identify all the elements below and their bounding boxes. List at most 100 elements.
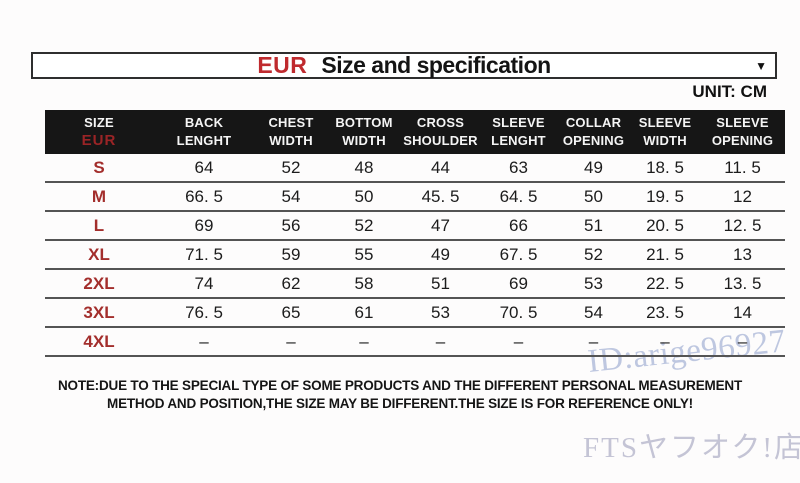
table-row: M 66. 5 54 50 45. 5 64. 5 50 19. 5 12 bbox=[45, 182, 785, 212]
size-header-region-label: EUR bbox=[81, 132, 117, 149]
value-cell: 23. 5 bbox=[630, 298, 700, 328]
value-cell: 56 bbox=[255, 211, 327, 241]
value-cell: 20. 5 bbox=[630, 211, 700, 241]
column-header: COLLAR OPENING bbox=[557, 110, 630, 154]
chevron-down-icon[interactable]: ▼ bbox=[755, 58, 767, 73]
size-table: SIZE EUR BACK LENGHT CHEST WIDTH BOTTOM WIDTH CR… bbox=[45, 110, 785, 357]
value-cell: – bbox=[401, 327, 480, 357]
column-header-line2: WIDTH bbox=[269, 133, 313, 148]
value-cell: 74 bbox=[153, 269, 255, 299]
value-cell: 13. 5 bbox=[700, 269, 785, 299]
value-cell: 52 bbox=[327, 211, 401, 241]
size-header-line: SIZE bbox=[84, 115, 114, 130]
column-header-line2: LENGHT bbox=[491, 133, 546, 148]
size-cell: S bbox=[45, 154, 153, 183]
value-cell: 76. 5 bbox=[153, 298, 255, 328]
size-table-container: SIZE EUR BACK LENGHT CHEST WIDTH BOTTOM WIDTH CR… bbox=[45, 110, 785, 357]
value-cell: 14 bbox=[700, 298, 785, 328]
value-cell: 55 bbox=[327, 240, 401, 270]
table-row: L 69 56 52 47 66 51 20. 5 12. 5 bbox=[45, 211, 785, 241]
value-cell: 70. 5 bbox=[480, 298, 557, 328]
size-cell: L bbox=[45, 211, 153, 241]
value-cell: 52 bbox=[557, 240, 630, 270]
value-cell: 67. 5 bbox=[480, 240, 557, 270]
value-cell: 54 bbox=[255, 182, 327, 212]
column-header: CROSS SHOULDER bbox=[401, 110, 480, 154]
table-row: S 64 52 48 44 63 49 18. 5 11. 5 bbox=[45, 154, 785, 183]
value-cell: 58 bbox=[327, 269, 401, 299]
column-header-line1: SLEEVE bbox=[492, 115, 545, 130]
value-cell: 49 bbox=[401, 240, 480, 270]
value-cell: 69 bbox=[153, 211, 255, 241]
value-cell: 66 bbox=[480, 211, 557, 241]
value-cell: 13 bbox=[700, 240, 785, 270]
value-cell: 50 bbox=[327, 182, 401, 212]
page-title: Size and specification bbox=[321, 52, 551, 78]
table-row: 2XL 74 62 58 51 69 53 22. 5 13. 5 bbox=[45, 269, 785, 299]
column-header: BOTTOM WIDTH bbox=[327, 110, 401, 154]
column-header-line2: LENGHT bbox=[176, 133, 232, 148]
store-name-watermark: FTSヤフオク!店 bbox=[583, 432, 800, 464]
column-header-line1: CROSS bbox=[416, 115, 465, 130]
column-header-line2: WIDTH bbox=[342, 133, 386, 148]
note-text: NOTE:DUE TO THE SPECIAL TYPE OF SOME PRO… bbox=[0, 377, 800, 413]
note-line-2: METHOD AND POSITION,THE SIZE MAY BE DIFF… bbox=[107, 396, 693, 411]
value-cell: 51 bbox=[401, 269, 480, 299]
header-row: SIZE EUR BACK LENGHT CHEST WIDTH BOTTOM WIDTH CR… bbox=[45, 110, 785, 154]
value-cell: – bbox=[480, 327, 557, 357]
table-row: 3XL 76. 5 65 61 53 70. 5 54 23. 5 14 bbox=[45, 298, 785, 328]
value-cell: – bbox=[327, 327, 401, 357]
value-cell: 47 bbox=[401, 211, 480, 241]
column-header-line1: SLEEVE bbox=[716, 115, 769, 130]
column-header: BACK LENGHT bbox=[153, 110, 255, 154]
column-header-line1: SLEEVE bbox=[638, 115, 692, 130]
value-cell: – bbox=[630, 327, 700, 357]
column-header-line1: BACK bbox=[184, 115, 224, 130]
value-cell: – bbox=[700, 327, 785, 357]
value-cell: 59 bbox=[255, 240, 327, 270]
value-cell: 21. 5 bbox=[630, 240, 700, 270]
column-header: SLEEVE WIDTH bbox=[630, 110, 700, 154]
value-cell: 62 bbox=[255, 269, 327, 299]
value-cell: 61 bbox=[327, 298, 401, 328]
column-header-line1: COLLAR bbox=[565, 115, 622, 130]
value-cell: – bbox=[557, 327, 630, 357]
value-cell: 49 bbox=[557, 154, 630, 183]
size-cell: 3XL bbox=[45, 298, 153, 328]
value-cell: 22. 5 bbox=[630, 269, 700, 299]
value-cell: 69 bbox=[480, 269, 557, 299]
unit-label: UNIT: CM bbox=[692, 82, 767, 101]
column-header-line1: CHEST bbox=[268, 115, 314, 130]
value-cell: 63 bbox=[480, 154, 557, 183]
value-cell: 53 bbox=[401, 298, 480, 328]
column-header: SLEEVE OPENING bbox=[700, 110, 785, 154]
value-cell: 18. 5 bbox=[630, 154, 700, 183]
column-header: CHEST WIDTH bbox=[255, 110, 327, 154]
column-header-line2: OPENING bbox=[562, 133, 625, 148]
table-row: XL 71. 5 59 55 49 67. 5 52 21. 5 13 bbox=[45, 240, 785, 270]
region-label: EUR bbox=[257, 52, 308, 78]
value-cell: 11. 5 bbox=[700, 154, 785, 183]
value-cell: 48 bbox=[327, 154, 401, 183]
value-cell: 12 bbox=[700, 182, 785, 212]
size-chart-title-bar[interactable]: EUR Size and specification ▼ bbox=[31, 52, 777, 79]
value-cell: 52 bbox=[255, 154, 327, 183]
column-header-line2: WIDTH bbox=[643, 133, 687, 148]
size-cell: 2XL bbox=[45, 269, 153, 299]
size-column-header: SIZE EUR bbox=[45, 110, 153, 154]
column-header: SLEEVE LENGHT bbox=[480, 110, 557, 154]
value-cell: – bbox=[153, 327, 255, 357]
size-cell: XL bbox=[45, 240, 153, 270]
column-header-line2: SHOULDER bbox=[403, 133, 478, 148]
value-cell: 12. 5 bbox=[700, 211, 785, 241]
value-cell: 53 bbox=[557, 269, 630, 299]
value-cell: 54 bbox=[557, 298, 630, 328]
table-row: 4XL – – – – – – – – bbox=[45, 327, 785, 357]
value-cell: – bbox=[255, 327, 327, 357]
column-header-line2: OPENING bbox=[711, 133, 774, 148]
size-cell: 4XL bbox=[45, 327, 153, 357]
value-cell: 19. 5 bbox=[630, 182, 700, 212]
value-cell: 71. 5 bbox=[153, 240, 255, 270]
value-cell: 65 bbox=[255, 298, 327, 328]
value-cell: 64. 5 bbox=[480, 182, 557, 212]
